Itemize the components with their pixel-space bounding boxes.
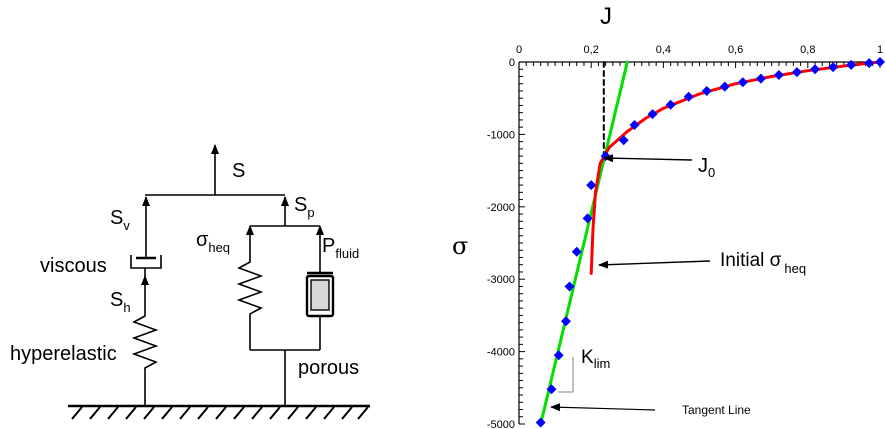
data-point: [571, 246, 582, 257]
analytical-curve: [589, 60, 882, 275]
y-tick-label: -2000: [487, 202, 515, 214]
hyperelastic-spring: [131, 310, 159, 375]
data-point: [791, 67, 802, 78]
tangent-line-pointer: [550, 403, 656, 412]
data-point: [535, 417, 546, 428]
y-axis-ticks: 0 -1000 -2000 -3000 -4000 -5000: [487, 57, 525, 429]
data-point: [828, 62, 839, 73]
data-point: [701, 85, 712, 96]
x-tick-label: 0,2: [584, 44, 599, 56]
viscous-label: viscous: [40, 255, 107, 277]
simulation-markers: [535, 57, 885, 428]
total-stress-label: S: [232, 160, 245, 182]
tangent-line-label: Tangent Line: [682, 403, 751, 417]
porous-stress-label: Sp: [294, 194, 315, 220]
j0-label: J0: [698, 155, 715, 180]
data-point: [683, 91, 694, 102]
k-lim-label: Klim: [581, 347, 610, 371]
y-tick-label: -3000: [487, 274, 515, 286]
y-tick-label: -4000: [487, 347, 515, 359]
x-tick-label: 1: [877, 44, 883, 56]
x-axis-label: J: [600, 3, 612, 30]
rheology-model-diagram: [68, 144, 370, 420]
data-point: [647, 109, 658, 120]
y-tick-label: -1000: [487, 129, 515, 141]
data-point: [586, 180, 597, 191]
k-lim-triangle: [558, 357, 574, 393]
fluid-cylinder: [305, 260, 335, 318]
data-point: [546, 384, 557, 395]
x-tick-label: 0: [516, 44, 522, 56]
x-tick-label: 0,8: [800, 44, 815, 56]
x-tick-label: 0,6: [728, 44, 743, 56]
data-point: [560, 316, 571, 327]
porous-label: porous: [298, 357, 359, 379]
data-point: [864, 58, 875, 69]
initial-sigma-pointer: [598, 260, 711, 269]
hyperelastic-label: hyperelastic: [10, 343, 117, 365]
data-point: [719, 81, 730, 92]
j-sigma-chart: 0 0,2 0,4 0,6 0,8 1 0 -1000 -2000 -3000 -4000 -500…: [487, 44, 885, 429]
data-point: [737, 77, 748, 88]
viscous-dashpot: [130, 236, 162, 269]
y-tick-label: -5000: [487, 419, 515, 429]
fluid-pressure-label: Pfluid: [322, 235, 359, 261]
y-axis-label: σ: [452, 232, 468, 260]
data-point: [875, 57, 885, 67]
hyperelastic-stress-label: Sh: [110, 289, 131, 315]
data-point: [755, 73, 766, 84]
equivalent-stress-label: σheq: [196, 229, 230, 255]
tangent-line: [539, 60, 629, 426]
equivalent-stress-spring: [236, 256, 264, 320]
data-point: [629, 119, 640, 130]
data-point: [773, 70, 784, 81]
data-point: [582, 213, 593, 224]
data-point: [810, 64, 821, 75]
data-point: [846, 59, 857, 70]
data-point: [553, 350, 564, 361]
ground-hatching: [71, 406, 369, 420]
data-point: [618, 135, 629, 146]
data-point: [564, 281, 575, 292]
j0-pointer: [603, 154, 693, 163]
x-tick-label: 0,4: [656, 44, 671, 56]
viscous-stress-label: Sv: [110, 207, 130, 233]
x-axis-ticks: 0 0,2 0,4 0,6 0,8 1: [516, 44, 883, 68]
initial-sigma-label: Initial σ heq: [720, 250, 806, 276]
y-tick-label: 0: [509, 57, 515, 69]
data-point: [665, 99, 676, 110]
series-layer: [535, 57, 885, 428]
